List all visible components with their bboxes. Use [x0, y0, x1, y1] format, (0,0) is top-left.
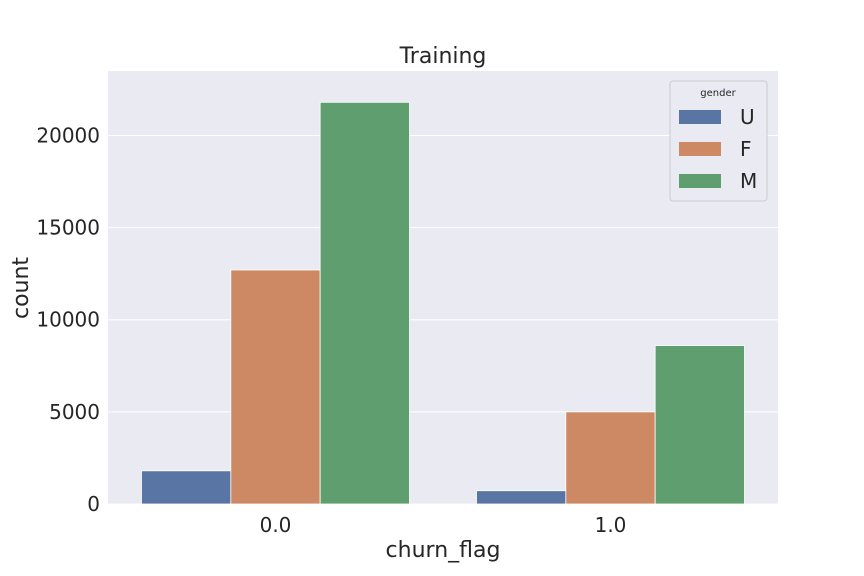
y-tick-label: 0	[87, 492, 100, 516]
bar-m-1-0	[655, 346, 744, 504]
bar-u-1-0	[477, 491, 566, 504]
legend-swatch-f	[679, 142, 721, 156]
legend-swatch-u	[679, 110, 721, 124]
x-tick-label: 1.0	[595, 513, 627, 537]
x-tick-label: 0.0	[260, 513, 292, 537]
x-tick-labels: 0.0 1.0	[260, 513, 627, 537]
legend-label-m: M	[740, 169, 757, 193]
legend-label-f: F	[740, 137, 752, 161]
y-tick-label: 5000	[49, 400, 100, 424]
legend-swatch-m	[679, 174, 721, 188]
bar-f-0-0	[231, 270, 320, 504]
y-tick-labels: 0 5000 10000 15000 20000	[36, 123, 100, 516]
legend: gender UFM	[670, 81, 767, 201]
y-axis-label: count	[9, 257, 34, 319]
legend-label-u: U	[740, 105, 755, 129]
bar-m-0-0	[320, 102, 409, 504]
y-tick-label: 15000	[36, 216, 100, 240]
y-tick-label: 10000	[36, 308, 100, 332]
y-tick-label: 20000	[36, 123, 100, 147]
chart-title: Training	[399, 44, 487, 69]
bar-u-0-0	[142, 471, 231, 504]
legend-title: gender	[700, 88, 736, 99]
bar-f-1-0	[566, 412, 655, 504]
legend-items: UFM	[679, 105, 757, 193]
x-axis-label: churn_flag	[386, 538, 501, 563]
